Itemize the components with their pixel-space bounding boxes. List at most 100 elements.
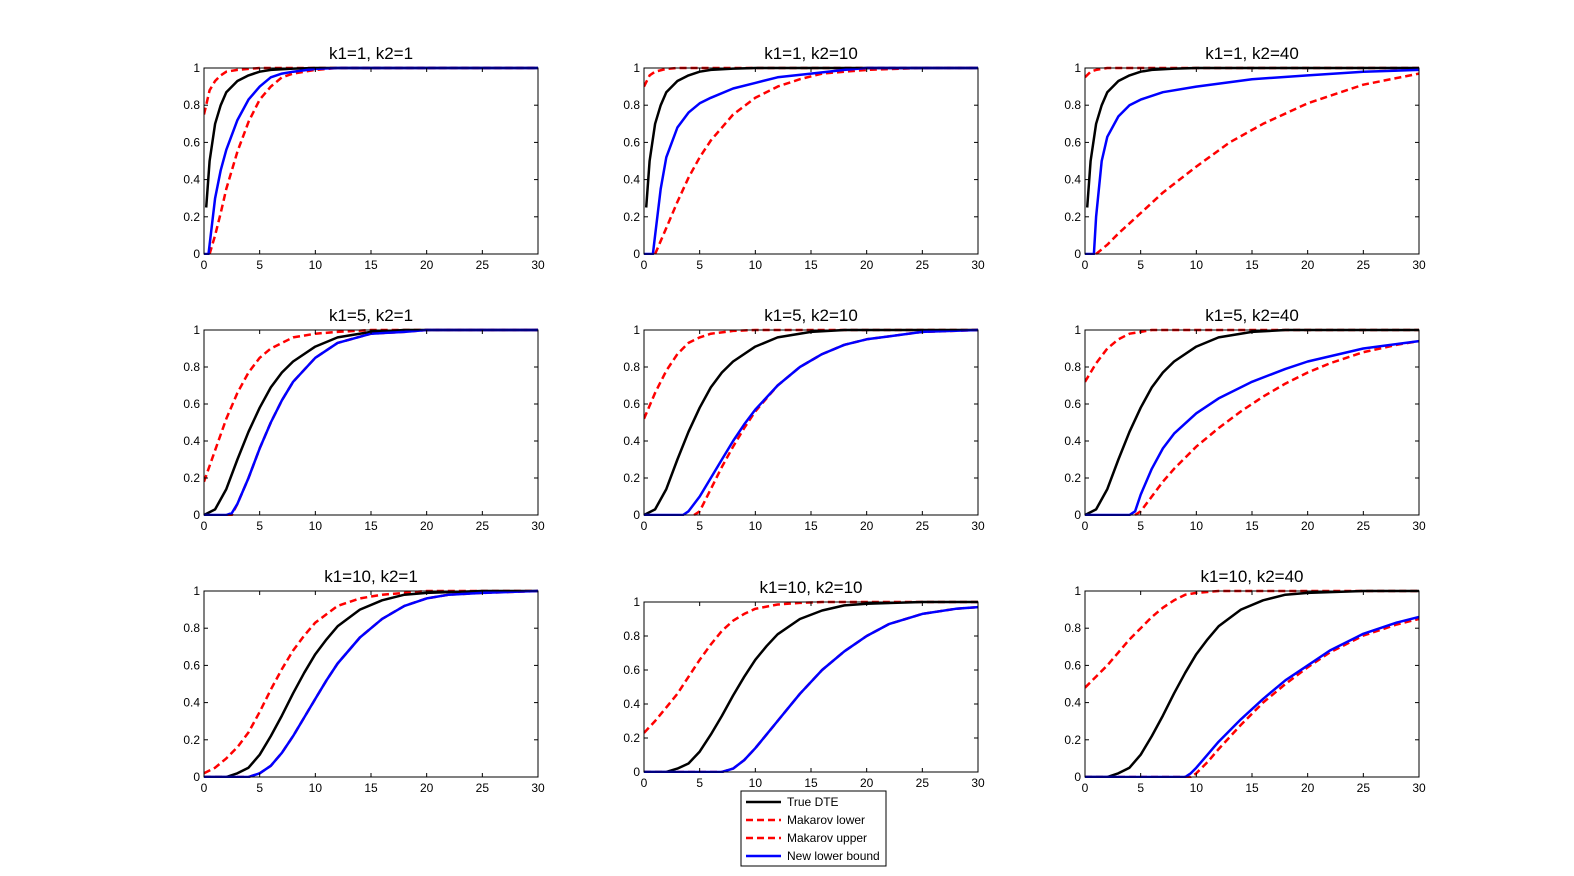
panel-k1-10-k2-10-line-true-dte bbox=[644, 600, 978, 773]
panel-k1-1-k2-10-title: k1=1, k2=10 bbox=[764, 44, 858, 63]
panel-k1-1-k2-1-ytick-label: 0.6 bbox=[183, 135, 200, 149]
panel-k1-1-k2-40-axes-box bbox=[1084, 67, 1420, 255]
panel-k1-5-k2-1-ytick-label: 0 bbox=[193, 508, 200, 522]
panel-k1-1-k2-10-ytick-label: 0.6 bbox=[623, 135, 640, 149]
panel-k1-5-k2-1-line-new-lower-bound bbox=[204, 328, 538, 516]
panel-k1-10-k2-1-ytick-label: 0 bbox=[193, 770, 200, 784]
panel-k1-5-k2-1-xtick-label: 25 bbox=[476, 519, 490, 533]
panel-k1-5-k2-10-ytick-label: 0.8 bbox=[623, 360, 640, 374]
panel-k1-10-k2-10: k1=10, k2=10 0 5 10 15 20 25 30 0 0.2 0.4 0.6 0.8 1 bbox=[623, 578, 985, 790]
panel-k1-10-k2-1-line-makarov-lower bbox=[204, 589, 538, 778]
panel-k1-5-k2-10-title: k1=5, k2=10 bbox=[764, 306, 858, 325]
panel-k1-10-k2-10-xtick-label: 25 bbox=[916, 776, 930, 790]
panel-k1-10-k2-1-title: k1=10, k2=1 bbox=[324, 567, 418, 586]
panel-k1-10-k2-10-ytick-label: 0.8 bbox=[623, 629, 640, 643]
panel-k1-10-k2-1-line-true-dte bbox=[204, 589, 538, 778]
panel-k1-1-k2-40-line-true-dte bbox=[1085, 66, 1419, 208]
panel-k1-1-k2-1: k1=1, k2=1 0 5 10 15 20 25 30 0 0.2 0.4 0.6 0.8 1 bbox=[183, 44, 545, 272]
panel-k1-1-k2-10-xtick-label: 0 bbox=[641, 258, 648, 272]
panel-k1-1-k2-40-ytick-label: 1 bbox=[1074, 61, 1081, 75]
panel-k1-10-k2-1-ytick-label: 0.8 bbox=[183, 621, 200, 635]
panel-k1-1-k2-10-series bbox=[644, 66, 978, 255]
panel-k1-1-k2-40: k1=1, k2=40 0 5 10 15 20 25 30 0 0.2 0.4 0.6 0.8 1 bbox=[1064, 44, 1426, 272]
panel-k1-10-k2-40-ytick-label: 0.6 bbox=[1064, 658, 1081, 672]
panel-k1-10-k2-40-ytick-label: 0.8 bbox=[1064, 621, 1081, 635]
panel-k1-10-k2-1-xtick-label: 20 bbox=[420, 781, 434, 795]
panel-k1-1-k2-1-ytick-label: 0 bbox=[193, 247, 200, 261]
panel-k1-1-k2-1-ytick-label: 1 bbox=[193, 61, 200, 75]
panel-k1-5-k2-1-xtick-label: 5 bbox=[256, 519, 263, 533]
panel-k1-1-k2-40-line-makarov-lower bbox=[1095, 72, 1419, 255]
panel-k1-10-k2-10-xtick-label: 20 bbox=[860, 776, 874, 790]
panel-k1-10-k2-1-xtick-label: 25 bbox=[476, 781, 490, 795]
panel-k1-10-k2-10-axes-box bbox=[643, 601, 979, 773]
panel-k1-5-k2-10-ytick-label: 0.4 bbox=[623, 434, 640, 448]
panel-k1-5-k2-1-xtick-label: 15 bbox=[364, 519, 378, 533]
panel-k1-1-k2-40-xtick-label: 20 bbox=[1301, 258, 1315, 272]
panel-k1-5-k2-40-line-new-lower-bound bbox=[1085, 339, 1419, 516]
panel-k1-1-k2-1-line-true-dte bbox=[204, 66, 538, 208]
panel-k1-1-k2-40-xtick-label: 15 bbox=[1245, 258, 1259, 272]
panel-k1-1-k2-1-xtick-label: 25 bbox=[476, 258, 490, 272]
panel-k1-5-k2-40-xtick-label: 0 bbox=[1082, 519, 1089, 533]
panel-k1-10-k2-10-xtick-label: 15 bbox=[804, 776, 818, 790]
panel-k1-10-k2-1-ytick-label: 0.4 bbox=[183, 696, 200, 710]
panel-k1-1-k2-10-axes-box bbox=[643, 67, 979, 255]
panel-k1-1-k2-1-line-makarov-lower bbox=[208, 66, 538, 255]
panel-k1-1-k2-10-line-makarov-upper bbox=[644, 66, 978, 88]
panel-k1-5-k2-40-title: k1=5, k2=40 bbox=[1205, 306, 1299, 325]
panel-k1-10-k2-10-xtick-label: 5 bbox=[696, 776, 703, 790]
panel-k1-5-k2-10-xtick-label: 5 bbox=[696, 519, 703, 533]
panel-k1-5-k2-1-ytick-label: 0.6 bbox=[183, 397, 200, 411]
panel-k1-1-k2-40-title: k1=1, k2=40 bbox=[1205, 44, 1299, 63]
panel-k1-10-k2-1-xtick-label: 15 bbox=[364, 781, 378, 795]
panel-k1-10-k2-1-xtick-label: 0 bbox=[201, 781, 208, 795]
panel-k1-1-k2-1-xtick-label: 10 bbox=[309, 258, 323, 272]
legend-label-new-lower-bound: New lower bound bbox=[787, 849, 880, 863]
panel-k1-10-k2-10-ytick-label: 0.4 bbox=[623, 697, 640, 711]
panel-k1-10-k2-1-xtick-label: 5 bbox=[256, 781, 263, 795]
panel-k1-1-k2-10-xtick-label: 30 bbox=[971, 258, 985, 272]
panel-k1-10-k2-1-ytick-label: 0.2 bbox=[183, 733, 200, 747]
panel-k1-5-k2-1-title: k1=5, k2=1 bbox=[329, 306, 413, 325]
panel-k1-5-k2-40-xtick-label: 20 bbox=[1301, 519, 1315, 533]
panel-k1-1-k2-10-xtick-label: 5 bbox=[696, 258, 703, 272]
panel-k1-1-k2-10-line-true-dte bbox=[644, 66, 978, 208]
panel-k1-1-k2-40-xtick-label: 5 bbox=[1137, 258, 1144, 272]
panel-k1-10-k2-40-xtick-label: 15 bbox=[1245, 781, 1259, 795]
panel-k1-5-k2-10-xtick-label: 10 bbox=[749, 519, 763, 533]
panel-k1-5-k2-40-ytick-label: 0.8 bbox=[1064, 360, 1081, 374]
panel-k1-10-k2-40-line-new-lower-bound bbox=[1085, 615, 1419, 778]
panel-k1-5-k2-1-xtick-label: 20 bbox=[420, 519, 434, 533]
panel-k1-5-k2-1-ytick-label: 0.2 bbox=[183, 471, 200, 485]
panel-k1-5-k2-40: k1=5, k2=40 0 5 10 15 20 25 30 0 0.2 0.4 0.6 0.8 1 bbox=[1064, 306, 1426, 533]
panel-k1-1-k2-10-ytick-label: 0 bbox=[633, 247, 640, 261]
panel-k1-10-k2-10-line-makarov-lower bbox=[644, 605, 978, 773]
panel-k1-5-k2-1: k1=5, k2=1 0 5 10 15 20 25 30 0 0.2 0.4 0.6 0.8 1 bbox=[183, 306, 545, 533]
panel-k1-5-k2-10-xtick-label: 0 bbox=[641, 519, 648, 533]
legend-box bbox=[740, 790, 887, 867]
panel-k1-5-k2-1-xtick-label: 10 bbox=[309, 519, 323, 533]
panel-k1-1-k2-1-ytick-label: 0.8 bbox=[183, 98, 200, 112]
panel-k1-10-k2-10-title: k1=10, k2=10 bbox=[759, 578, 862, 597]
panel-k1-1-k2-10-line-new-lower-bound bbox=[644, 66, 978, 255]
panel-k1-10-k2-10-ytick-label: 1 bbox=[633, 595, 640, 609]
panel-k1-10-k2-10-xtick-label: 0 bbox=[641, 776, 648, 790]
panel-k1-1-k2-40-xtick-label: 30 bbox=[1412, 258, 1426, 272]
panel-k1-1-k2-10-ytick-label: 0.4 bbox=[623, 173, 640, 187]
panel-k1-1-k2-1-xtick-label: 30 bbox=[531, 258, 545, 272]
panel-k1-1-k2-1-ytick-label: 0.4 bbox=[183, 173, 200, 187]
panel-k1-1-k2-10-ytick-label: 0.8 bbox=[623, 98, 640, 112]
panel-k1-10-k2-10-ytick-label: 0 bbox=[633, 765, 640, 779]
panel-k1-5-k2-1-line-true-dte bbox=[204, 328, 538, 516]
panel-k1-10-k2-1-ytick-label: 1 bbox=[193, 584, 200, 598]
panel-k1-1-k2-40-xtick-label: 25 bbox=[1357, 258, 1371, 272]
panel-k1-5-k2-1-line-makarov-upper bbox=[204, 328, 538, 483]
panel-k1-1-k2-1-line-new-lower-bound bbox=[204, 66, 538, 255]
panel-k1-5-k2-40-xtick-label: 25 bbox=[1357, 519, 1371, 533]
panel-k1-1-k2-1-ytick-label: 0.2 bbox=[183, 210, 200, 224]
panel-k1-10-k2-10-ytick-label: 0.6 bbox=[623, 663, 640, 677]
panel-k1-1-k2-1-xtick-label: 0 bbox=[201, 258, 208, 272]
panel-k1-5-k2-40-xtick-label: 5 bbox=[1137, 519, 1144, 533]
